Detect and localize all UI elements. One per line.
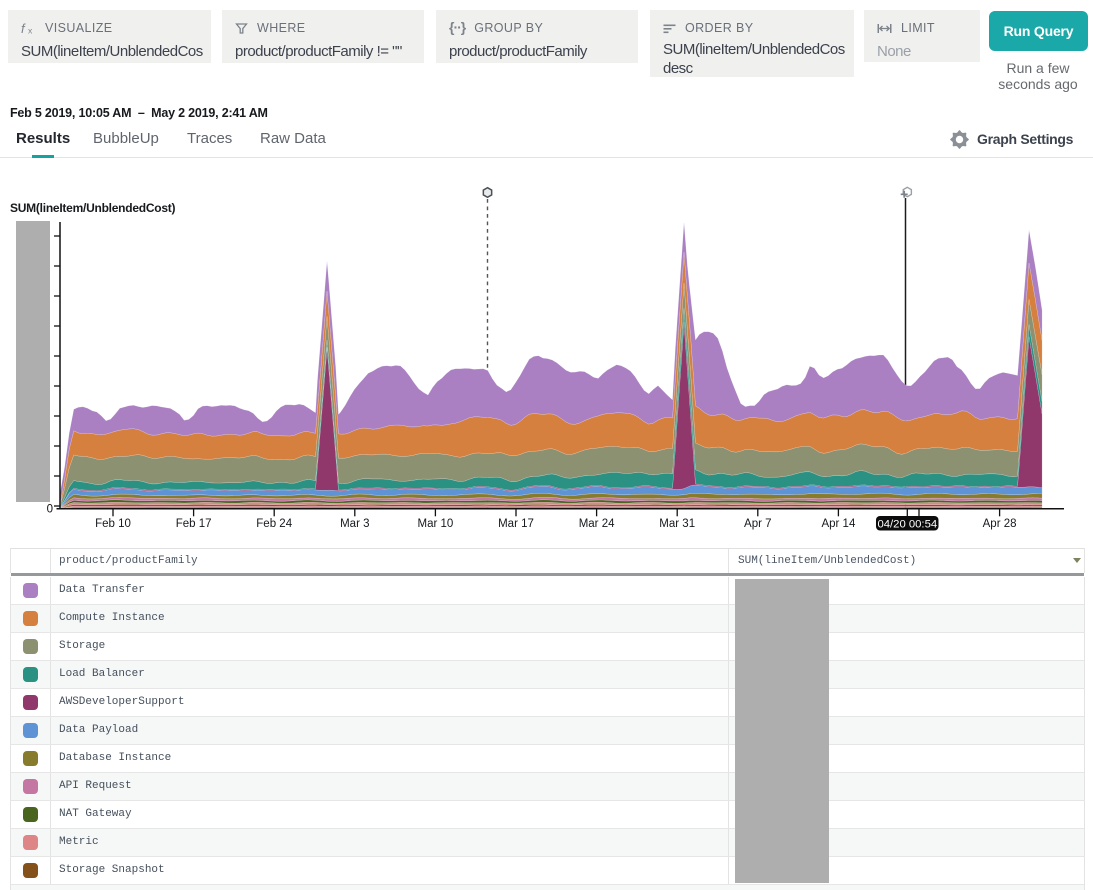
svg-text:04/20 00:54: 04/20 00:54: [877, 518, 937, 530]
svg-text:Feb 10: Feb 10: [95, 518, 131, 530]
svg-text:Mar 3: Mar 3: [340, 518, 369, 530]
svg-text:f: f: [21, 22, 26, 35]
svg-text:Apr 14: Apr 14: [821, 518, 855, 530]
svg-text:Mar 31: Mar 31: [659, 518, 695, 530]
svg-text:Feb 17: Feb 17: [176, 518, 212, 530]
svg-text:Apr 7: Apr 7: [744, 518, 772, 530]
svg-text:Mar 10: Mar 10: [418, 518, 454, 530]
svg-text:x: x: [28, 25, 33, 35]
svg-text:Mar 24: Mar 24: [579, 518, 615, 530]
svg-text:0: 0: [47, 504, 53, 516]
svg-text:Apr 28: Apr 28: [983, 518, 1017, 530]
svg-text:Feb 24: Feb 24: [256, 518, 292, 530]
svg-text:Mar 17: Mar 17: [498, 518, 534, 530]
